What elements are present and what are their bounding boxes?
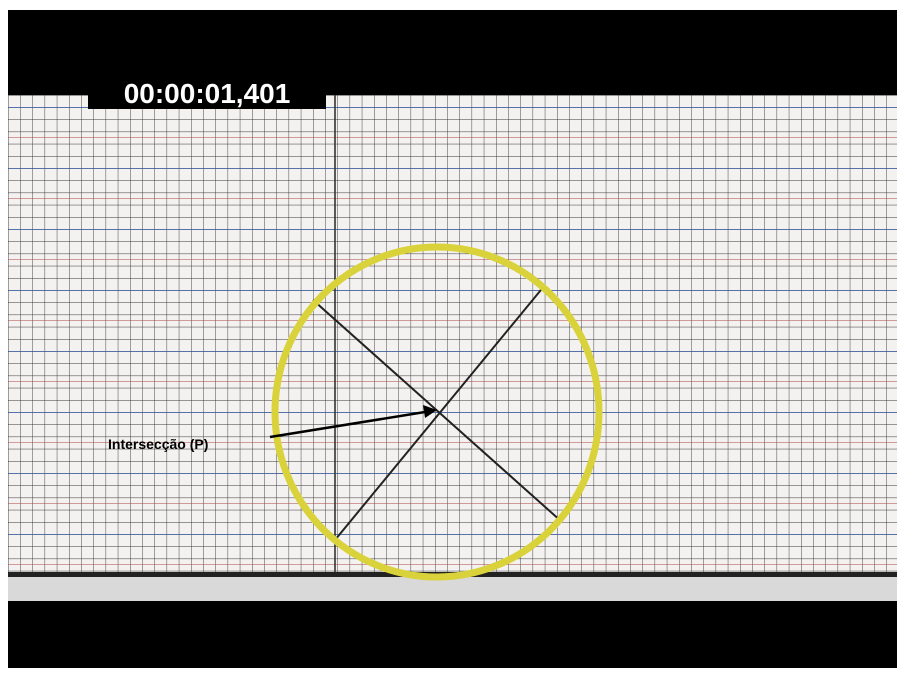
page: 00:00:01,401 Intersecção (P) (() => { co… — [0, 0, 897, 679]
video-frame: 00:00:01,401 Intersecção (P) — [0, 0, 897, 679]
floor — [8, 577, 897, 601]
timestamp: 00:00:01,401 — [124, 78, 291, 109]
grid-coarse — [8, 95, 897, 575]
annotation-label: Intersecção (P) — [108, 436, 208, 452]
